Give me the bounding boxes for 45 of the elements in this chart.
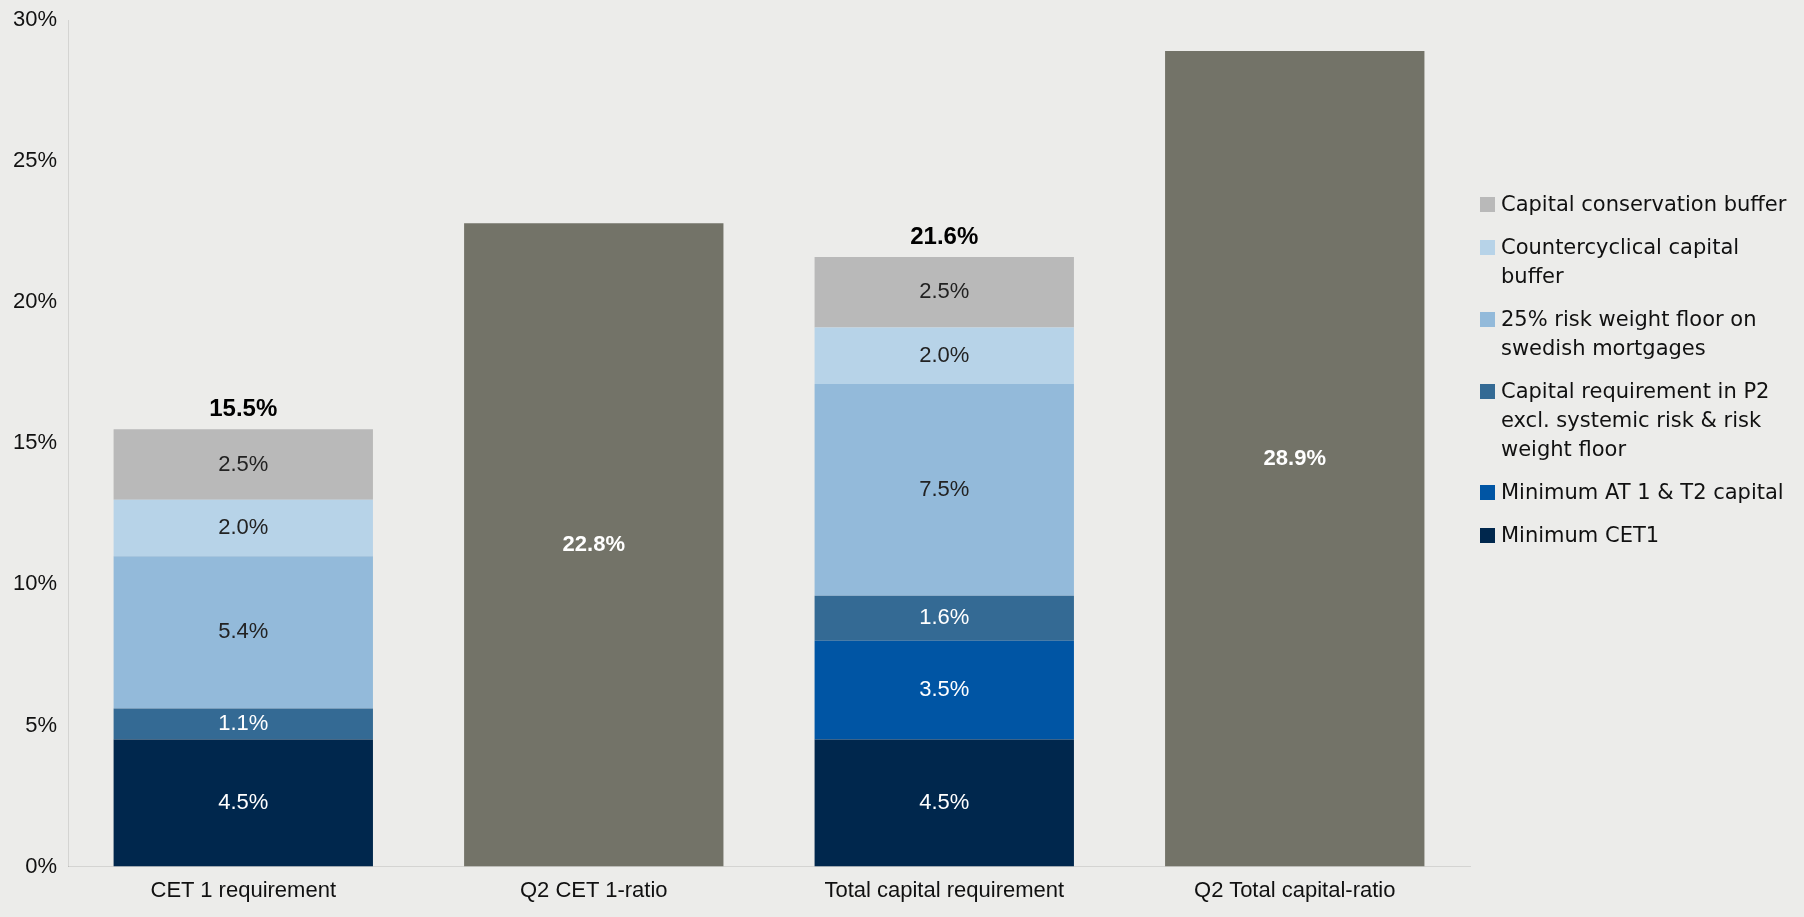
data-label: 1.6% (919, 604, 970, 630)
bar (814, 384, 1074, 596)
data-label: 2.5% (919, 278, 970, 304)
y-tick-label: 15% (12, 429, 58, 455)
legend-label: Countercyclical capital buffer (1501, 234, 1741, 290)
y-tick-label: 25% (12, 147, 58, 173)
data-label: 3.5% (919, 676, 970, 702)
bar (814, 640, 1074, 740)
data-label: 22.8% (562, 530, 625, 556)
y-tick-label: 0% (25, 852, 58, 878)
total-label: 21.6% (910, 221, 979, 249)
bar (113, 739, 373, 867)
legend-label: Capital requirement in P2 excl. systemic risk & risk weight floor (1501, 378, 1771, 463)
bar (464, 223, 724, 867)
legend-label: Minimum CET1 (1501, 522, 1660, 549)
data-label: 2.0% (218, 514, 269, 540)
y-tick-label: 20% (12, 288, 58, 314)
bar (814, 739, 1074, 867)
data-label: 2.0% (919, 341, 970, 367)
x-tick-label: Q2 CET 1-ratio (520, 876, 668, 902)
bar (113, 429, 373, 500)
bar (1165, 51, 1425, 867)
y-tick-label: 10% (12, 570, 58, 596)
data-label: 4.5% (218, 789, 269, 815)
legend-label: Capital conservation buffer (1501, 191, 1787, 218)
data-label: 7.5% (919, 475, 970, 501)
data-label: 28.9% (1263, 444, 1326, 470)
data-label: 1.1% (218, 710, 269, 736)
x-tick-label: Q2 Total capital-ratio (1194, 876, 1396, 902)
total-label: 15.5% (209, 393, 278, 421)
bar (113, 499, 373, 557)
bar (113, 556, 373, 709)
data-label: 4.5% (919, 789, 970, 815)
legend-label: 25% risk weight floor on swedish mortgages (1501, 306, 1758, 362)
legend-label: Minimum AT 1 & T2 capital (1501, 479, 1784, 506)
bar (113, 708, 373, 740)
bar (814, 257, 1074, 328)
x-tick-label: Total capital requirement (824, 876, 1065, 902)
y-tick-label: 5% (25, 711, 58, 737)
y-tick-label: 30% (12, 6, 58, 32)
x-tick-label: CET 1 requirement (150, 876, 336, 902)
data-label: 2.5% (218, 450, 269, 476)
data-label: 5.4% (218, 618, 269, 644)
bar (814, 327, 1074, 385)
bar (814, 595, 1074, 641)
